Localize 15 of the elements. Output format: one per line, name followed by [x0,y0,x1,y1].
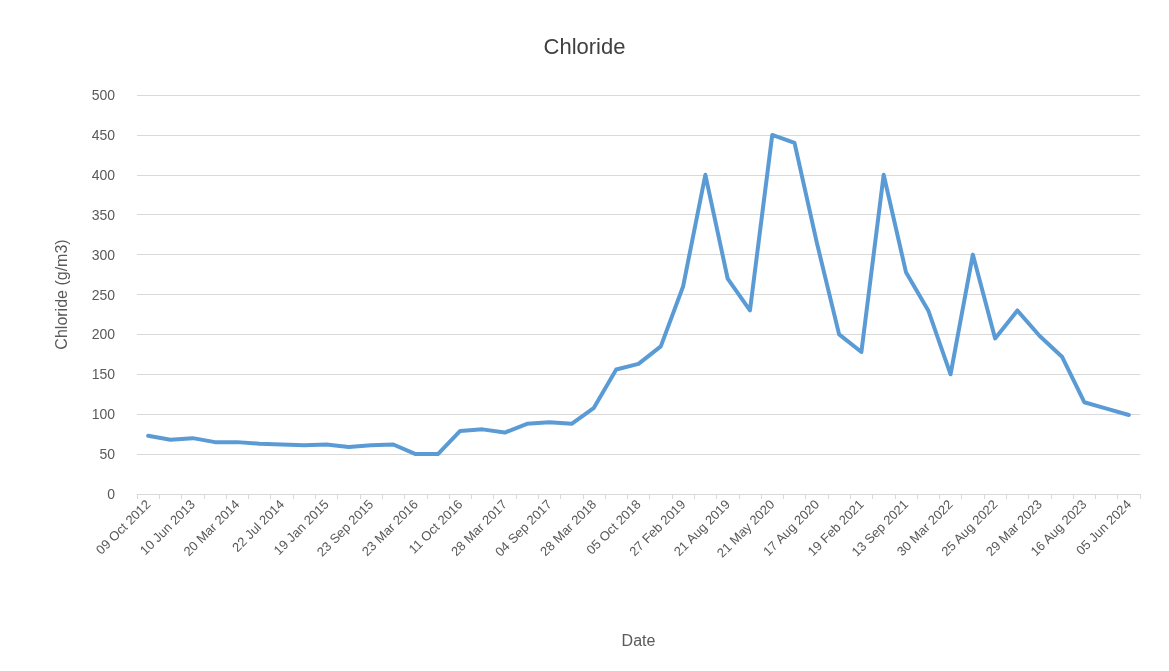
y-tick-label: 50 [99,446,116,463]
y-tick-label: 250 [91,286,116,303]
y-axis-title: Chloride (g/m3) [52,239,70,350]
y-tick-label: 400 [91,166,116,183]
y-tick-label: 500 [91,87,116,103]
y-tick-label: 200 [91,326,116,343]
y-tick-label: 100 [91,406,116,423]
y-tick-label: 0 [107,486,116,502]
chart-title: Chloride [543,33,626,59]
y-tick-label: 450 [91,126,116,143]
y-tick-label: 350 [91,206,116,223]
y-tick-label: 150 [91,366,116,383]
y-tick-label: 300 [91,246,116,263]
line-series [146,132,1131,457]
x-axis-title: Date [621,631,656,649]
